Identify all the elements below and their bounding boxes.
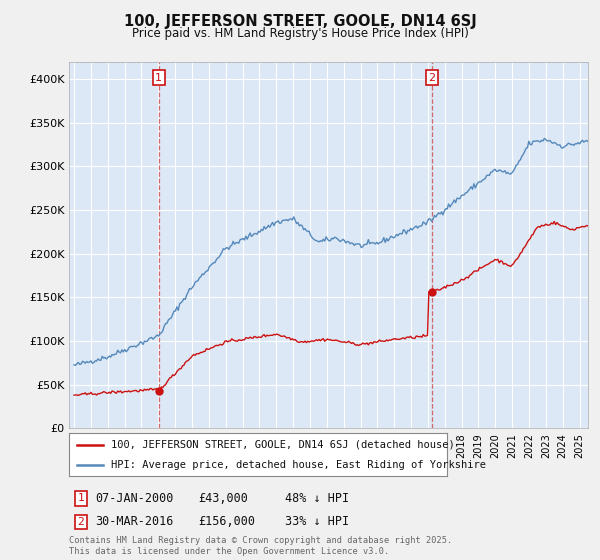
Text: Price paid vs. HM Land Registry's House Price Index (HPI): Price paid vs. HM Land Registry's House … <box>131 27 469 40</box>
Text: HPI: Average price, detached house, East Riding of Yorkshire: HPI: Average price, detached house, East… <box>110 460 485 469</box>
Text: £43,000: £43,000 <box>198 492 248 505</box>
Text: Contains HM Land Registry data © Crown copyright and database right 2025.
This d: Contains HM Land Registry data © Crown c… <box>69 536 452 556</box>
Text: 100, JEFFERSON STREET, GOOLE, DN14 6SJ: 100, JEFFERSON STREET, GOOLE, DN14 6SJ <box>124 14 476 29</box>
Text: 48% ↓ HPI: 48% ↓ HPI <box>285 492 349 505</box>
Text: 2: 2 <box>77 517 85 527</box>
Text: 1: 1 <box>155 73 163 83</box>
Text: 1: 1 <box>77 493 85 503</box>
Text: 30-MAR-2016: 30-MAR-2016 <box>95 515 173 529</box>
Text: 100, JEFFERSON STREET, GOOLE, DN14 6SJ (detached house): 100, JEFFERSON STREET, GOOLE, DN14 6SJ (… <box>110 440 454 450</box>
Text: 2: 2 <box>428 73 436 83</box>
Text: 33% ↓ HPI: 33% ↓ HPI <box>285 515 349 529</box>
Text: £156,000: £156,000 <box>198 515 255 529</box>
Text: 07-JAN-2000: 07-JAN-2000 <box>95 492 173 505</box>
